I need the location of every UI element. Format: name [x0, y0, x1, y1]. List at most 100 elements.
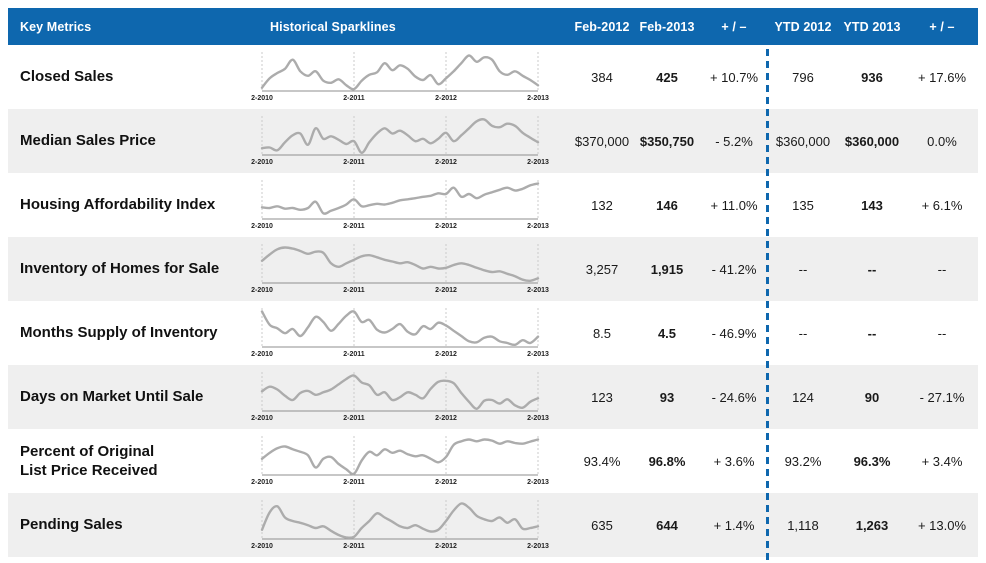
- header-key-metrics: Key Metrics: [20, 19, 92, 34]
- sparkline-series: [260, 182, 540, 215]
- header-feb-2013: Feb-2013: [639, 19, 695, 34]
- sparkline-axis-label: 2-2010: [251, 159, 273, 166]
- row-median-sales-price: Median Sales Price 2-2010 2-2011 2-2012 2-2…: [8, 109, 978, 173]
- sparkline-axis-label: 2-2011: [343, 351, 365, 358]
- sparkline-axis-label: 2-2012: [435, 223, 457, 230]
- value-change-month: + 11.0%: [710, 197, 758, 213]
- value-change-ytd: 0.0%: [927, 133, 957, 149]
- sparkline-axis-label: 2-2013: [527, 223, 549, 230]
- header-ytd-2012: YTD 2012: [774, 19, 832, 34]
- row-percent-list-price: Percent of Original List Price Received …: [8, 429, 978, 493]
- value-ytd-2012: 135: [792, 197, 814, 213]
- value-change-ytd: + 17.6%: [917, 69, 967, 85]
- metric-label: Pending Sales: [20, 516, 123, 534]
- sparkline-axis-label: 2-2013: [527, 159, 549, 166]
- value-feb-2013: $350,750: [639, 133, 695, 149]
- sparkline-series: [260, 502, 540, 539]
- metric-label: Percent of Original List Price Received: [20, 442, 158, 480]
- value-ytd-2013: 936: [861, 69, 883, 85]
- value-feb-2012: 93.4%: [583, 453, 621, 469]
- sparkline-axis-label: 2-2012: [435, 95, 457, 102]
- sparkline-series: [260, 54, 540, 91]
- value-ytd-2013: 1,263: [855, 517, 889, 533]
- metric-label: Months Supply of Inventory: [20, 324, 218, 342]
- sparkline-series: [260, 374, 540, 410]
- value-ytd-2013: 90: [864, 389, 880, 405]
- value-change-ytd: + 6.1%: [921, 197, 963, 213]
- value-ytd-2012: 124: [792, 389, 814, 405]
- sparkline-axis-label: 2-2012: [435, 159, 457, 166]
- value-feb-2012: $370,000: [574, 133, 630, 149]
- value-change-ytd: --: [937, 261, 947, 277]
- sparkline-chart: 2-2010 2-2011 2-2012 2-2013: [251, 301, 570, 365]
- metric-label: Closed Sales: [20, 68, 114, 86]
- sparkline-chart: 2-2010 2-2011 2-2012 2-2013: [251, 237, 570, 301]
- sparkline-axis-label: 2-2012: [435, 351, 457, 358]
- sparkline-axis-label: 2-2011: [343, 287, 365, 294]
- sparkline-axis-label: 2-2013: [527, 543, 549, 550]
- value-ytd-2012: $360,000: [775, 133, 831, 149]
- header-change-month: + / –: [721, 19, 747, 34]
- value-feb-2013: 1,915: [650, 261, 684, 277]
- sparkline-chart: 2-2010 2-2011 2-2012 2-2013: [251, 45, 570, 109]
- value-feb-2012: 384: [591, 69, 613, 85]
- metric-label: Median Sales Price: [20, 132, 156, 150]
- sparkline-chart: 2-2010 2-2011 2-2012 2-2013: [251, 365, 570, 429]
- value-change-month: - 24.6%: [711, 389, 757, 405]
- value-ytd-2012: 1,118: [787, 517, 819, 533]
- value-ytd-2013: --: [867, 261, 877, 277]
- value-feb-2013: 644: [656, 517, 678, 533]
- value-feb-2012: 3,257: [585, 261, 619, 277]
- sparkline-axis-label: 2-2011: [343, 415, 365, 422]
- value-feb-2012: 635: [591, 517, 613, 533]
- value-ytd-2012: --: [798, 261, 808, 277]
- header-change-ytd: + / –: [929, 19, 955, 34]
- row-pending-sales: Pending Sales 2-2010 2-2011 2-2012 2-2013 6…: [8, 493, 978, 557]
- value-ytd-2013: 96.3%: [853, 453, 891, 469]
- row-inventory-of-homes: Inventory of Homes for Sale 2-2010 2-2011…: [8, 237, 978, 301]
- value-feb-2013: 425: [656, 69, 678, 85]
- table-header-row: Key Metrics Historical Sparklines Feb-20…: [8, 8, 978, 45]
- value-change-ytd: - 27.1%: [919, 389, 965, 405]
- value-ytd-2012: 93.2%: [784, 453, 822, 469]
- value-change-month: - 41.2%: [711, 261, 757, 277]
- sparkline-chart: 2-2010 2-2011 2-2012 2-2013: [251, 429, 570, 493]
- value-feb-2013: 93: [659, 389, 675, 405]
- sparkline-axis-label: 2-2010: [251, 351, 273, 358]
- sparkline-axis-label: 2-2013: [527, 287, 549, 294]
- row-housing-affordability-index: Housing Affordability Index 2-2010 2-2011…: [8, 173, 978, 237]
- value-feb-2013: 4.5: [657, 325, 677, 341]
- sparkline-axis-label: 2-2010: [251, 415, 273, 422]
- sparkline-axis-label: 2-2012: [435, 479, 457, 486]
- sparkline-series: [260, 310, 540, 347]
- sparkline-series: [260, 438, 540, 476]
- value-change-month: - 46.9%: [711, 325, 757, 341]
- row-closed-sales: Closed Sales 2-2010 2-2011 2-2012 2-2013 38…: [8, 45, 978, 109]
- sparkline-axis-label: 2-2013: [527, 95, 549, 102]
- value-change-month: - 5.2%: [715, 133, 753, 149]
- sparkline-series: [260, 246, 540, 283]
- header-historical-sparklines: Historical Sparklines: [270, 19, 396, 34]
- row-months-supply: Months Supply of Inventory 2-2010 2-2011 2…: [8, 301, 978, 365]
- sparkline-series: [260, 118, 540, 154]
- metrics-table: Key Metrics Historical Sparklines Feb-20…: [8, 8, 978, 557]
- sparkline-axis-label: 2-2013: [527, 351, 549, 358]
- sparkline-chart: 2-2010 2-2011 2-2012 2-2013: [251, 109, 570, 173]
- metric-label: Housing Affordability Index: [20, 196, 216, 214]
- value-ytd-2012: --: [798, 325, 808, 341]
- sparkline-axis-label: 2-2011: [343, 543, 365, 550]
- metric-label: Inventory of Homes for Sale: [20, 260, 220, 278]
- sparkline-axis-label: 2-2011: [343, 159, 365, 166]
- sparkline-axis-label: 2-2010: [251, 95, 273, 102]
- sparkline-axis-label: 2-2010: [251, 223, 273, 230]
- value-ytd-2012: 796: [792, 69, 814, 85]
- value-ytd-2013: $360,000: [844, 133, 900, 149]
- sparkline-axis-label: 2-2011: [343, 479, 365, 486]
- value-ytd-2013: --: [867, 325, 877, 341]
- value-feb-2012: 132: [591, 197, 613, 213]
- sparkline-chart: 2-2010 2-2011 2-2012 2-2013: [251, 493, 570, 557]
- sparkline-axis-label: 2-2012: [435, 415, 457, 422]
- sparkline-axis-label: 2-2010: [251, 287, 273, 294]
- sparkline-axis-label: 2-2010: [251, 543, 273, 550]
